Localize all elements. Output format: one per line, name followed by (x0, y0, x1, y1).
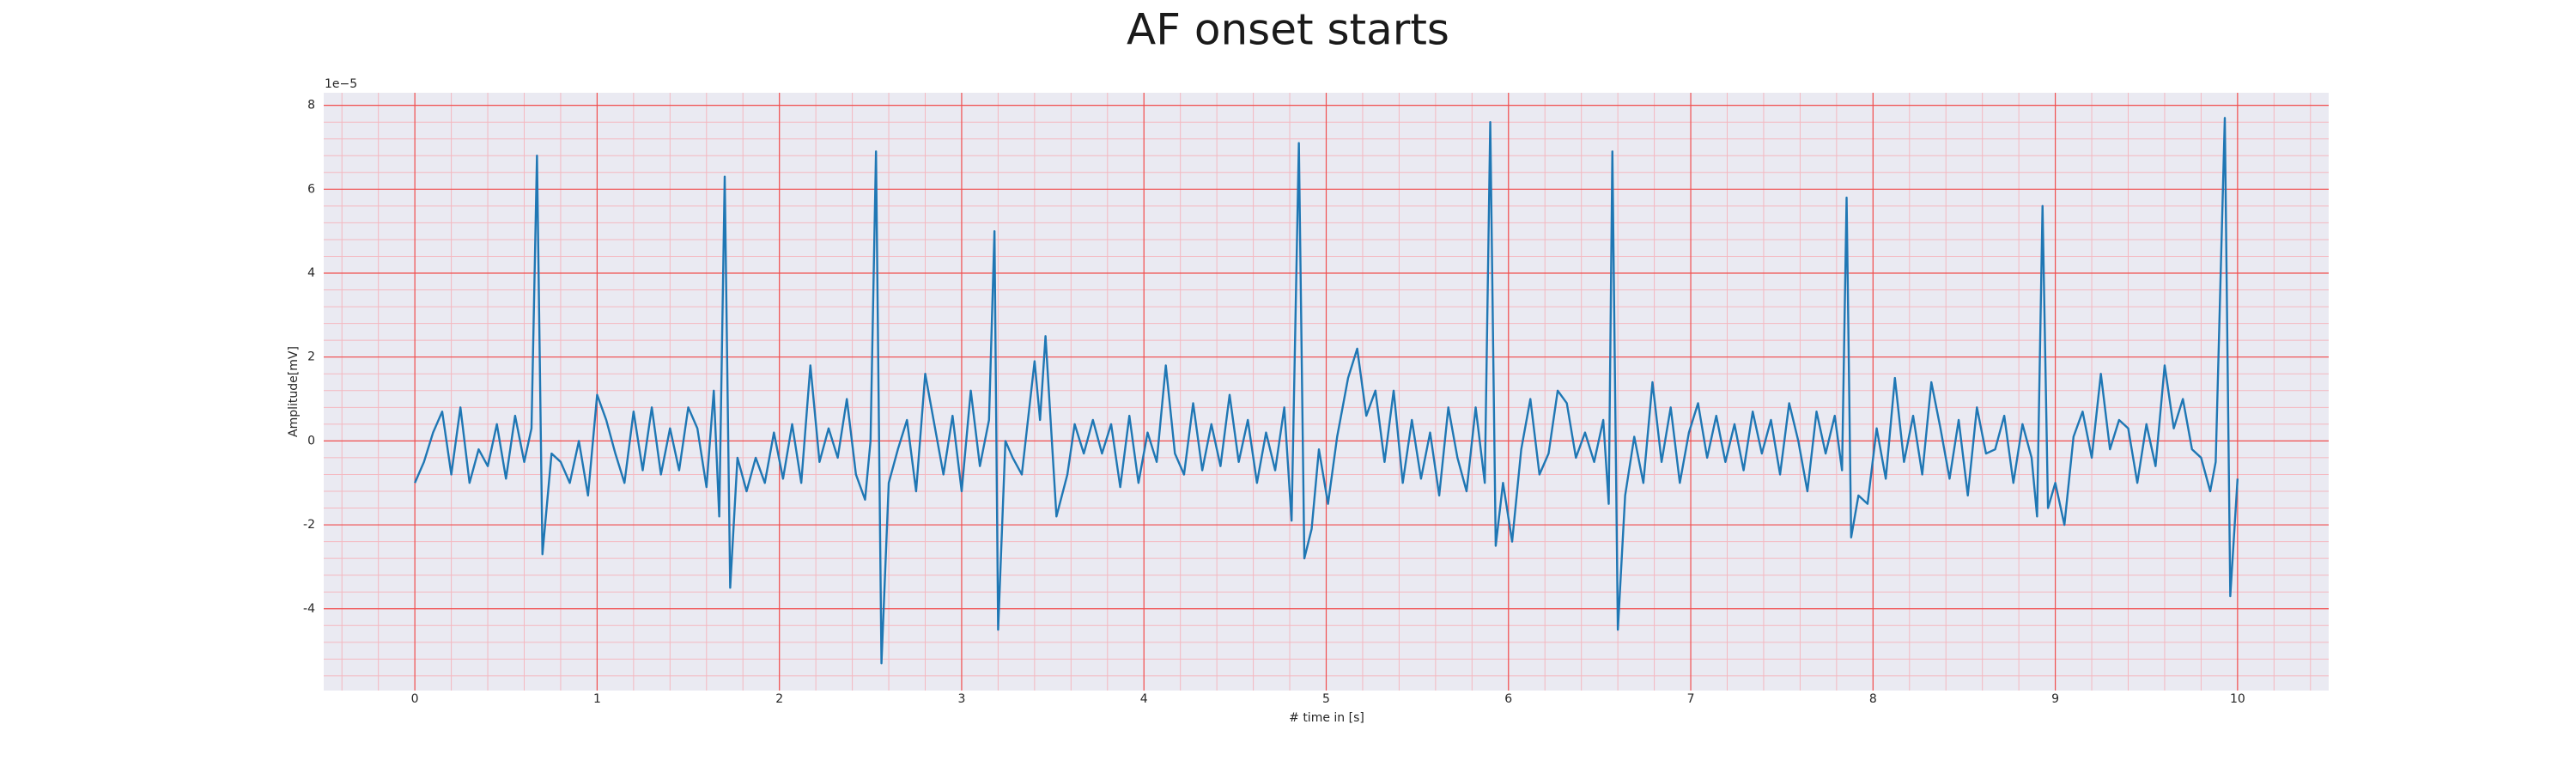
x-tick-label: 6 (1504, 692, 1512, 706)
x-tick-label: 3 (957, 692, 965, 706)
x-tick-label: 2 (775, 692, 783, 706)
x-axis-label: # time in [s] (1289, 711, 1364, 725)
y-tick-label: 6 (307, 182, 315, 196)
x-tick-label: 10 (2230, 692, 2245, 706)
y-tick-label: 0 (307, 434, 315, 447)
data-line (414, 117, 2239, 665)
x-tick-label: 4 (1140, 692, 1148, 706)
y-offset-text: 1e−5 (325, 77, 357, 91)
x-tick-label: 1 (593, 692, 601, 706)
y-tick-label: -4 (303, 602, 315, 616)
chart-title: AF onset starts (1127, 5, 1449, 55)
y-tick-label: 2 (307, 350, 315, 364)
x-tick-label: 9 (2051, 692, 2059, 706)
x-tick-label: 5 (1322, 692, 1330, 706)
x-tick-label: 8 (1869, 692, 1877, 706)
y-tick-label: -2 (303, 518, 315, 532)
y-tick-label: 4 (307, 266, 315, 280)
y-tick-label: 8 (307, 99, 315, 113)
y-axis-label: Amplitude[mV] (287, 346, 301, 437)
x-tick-label: 0 (411, 692, 419, 706)
x-tick-label: 7 (1687, 692, 1695, 706)
